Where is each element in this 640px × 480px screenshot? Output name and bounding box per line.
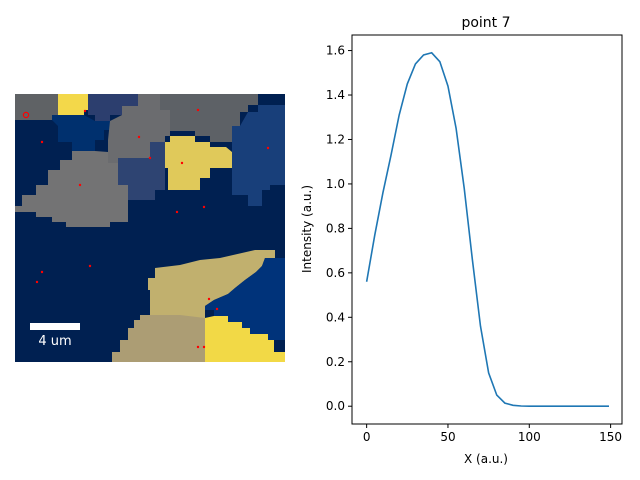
y-axis-ticks: 0.0 0.2 0.4 0.6 0.8 1.0 1.2 1.4 1.6 <box>326 44 352 413</box>
map-point[interactable] <box>148 156 152 160</box>
y-axis-label: Intensity (a.u.) <box>300 185 314 273</box>
map-point[interactable] <box>196 108 200 112</box>
map-point[interactable] <box>40 270 44 274</box>
map-point[interactable] <box>202 345 206 349</box>
map-point[interactable] <box>196 345 200 349</box>
grain-tan-lower <box>148 250 275 318</box>
map-point[interactable] <box>175 210 179 214</box>
y-tick-label: 0.4 <box>326 310 345 324</box>
x-tick-label: 100 <box>518 430 541 444</box>
map-point[interactable] <box>215 307 219 311</box>
y-tick-label: 0.8 <box>326 221 345 235</box>
x-tick-label: 0 <box>363 430 371 444</box>
map-point[interactable] <box>88 264 92 268</box>
grain-gray-top-right <box>160 94 258 142</box>
grain-yellow-mid <box>165 136 232 190</box>
x-tick-label: 150 <box>599 430 622 444</box>
grain-yellow-top <box>58 94 88 115</box>
map-point[interactable] <box>266 146 270 150</box>
x-axis-label: X (a.u.) <box>464 452 508 466</box>
y-tick-label: 1.6 <box>326 44 345 58</box>
grain-navy-upper <box>52 115 110 151</box>
grain-regions <box>15 94 285 362</box>
grain-tan-bottom <box>112 315 205 362</box>
grain-blue-right <box>232 105 285 206</box>
map-points <box>35 108 270 349</box>
grain-blue-lower-right <box>205 258 285 340</box>
x-axis-ticks: 0 50 100 150 <box>363 424 622 444</box>
scale-bar-label: 4 um <box>38 334 71 349</box>
map-point[interactable] <box>35 280 39 284</box>
grain-slate-mid <box>118 142 165 200</box>
plot-frame <box>351 34 623 425</box>
grain-gray-left <box>15 151 128 227</box>
map-point[interactable] <box>83 109 87 113</box>
y-tick-label: 1.4 <box>326 88 345 102</box>
intensity-line <box>365 51 609 408</box>
y-tick-label: 0.0 <box>326 399 345 413</box>
map-point[interactable] <box>40 140 44 144</box>
map-point[interactable] <box>202 205 206 209</box>
map-point[interactable] <box>207 297 211 301</box>
selected-point-marker[interactable] <box>22 111 30 119</box>
y-tick-label: 1.0 <box>326 177 345 191</box>
x-tick-label: 50 <box>440 430 455 444</box>
y-tick-label: 0.2 <box>326 355 345 369</box>
line-chart-panel: point 7 0 50 100 150 0.0 0.2 0.4 0.6 0.8 1.0 1.2 1… <box>300 15 623 466</box>
grain-gray-top-left <box>15 94 58 120</box>
map-point[interactable] <box>78 183 82 187</box>
y-tick-label: 0.6 <box>326 266 345 280</box>
chart-title: point 7 <box>461 15 510 31</box>
grain-blue-top-mid <box>88 94 138 121</box>
y-tick-label: 1.2 <box>326 132 345 146</box>
grain-gray-center <box>108 94 170 163</box>
grain-yellow-bottom <box>205 316 285 362</box>
map-point[interactable] <box>137 135 141 139</box>
scale-bar <box>30 323 80 330</box>
grain-map-panel: 4 um <box>15 94 285 362</box>
map-point[interactable] <box>180 161 184 165</box>
